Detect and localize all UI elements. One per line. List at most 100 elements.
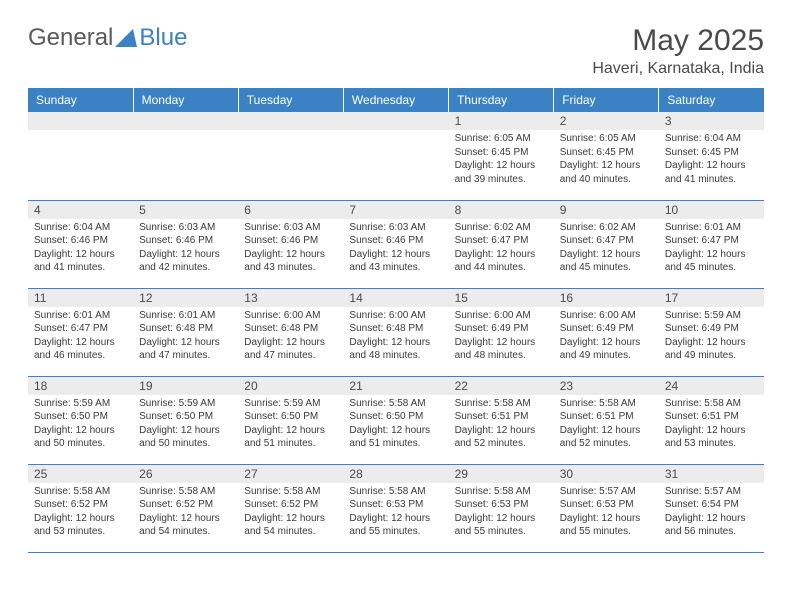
day-number: 28 — [343, 465, 448, 483]
calendar-day-cell: 17Sunrise: 5:59 AMSunset: 6:49 PMDayligh… — [659, 288, 764, 376]
day-number: 30 — [554, 465, 659, 483]
page-title: May 2025 — [592, 24, 764, 58]
day-number: 9 — [554, 201, 659, 219]
day-header: Sunday — [28, 88, 133, 112]
day-details: Sunrise: 5:57 AMSunset: 6:53 PMDaylight:… — [554, 483, 659, 543]
day-details: Sunrise: 6:03 AMSunset: 6:46 PMDaylight:… — [133, 219, 238, 279]
calendar-body: 1Sunrise: 6:05 AMSunset: 6:45 PMDaylight… — [28, 112, 764, 552]
calendar-week-row: 4Sunrise: 6:04 AMSunset: 6:46 PMDaylight… — [28, 200, 764, 288]
day-details-empty — [28, 130, 133, 186]
day-details: Sunrise: 5:58 AMSunset: 6:51 PMDaylight:… — [659, 395, 764, 455]
calendar-day-cell — [238, 112, 343, 200]
day-number: 2 — [554, 112, 659, 130]
day-details: Sunrise: 5:59 AMSunset: 6:49 PMDaylight:… — [659, 307, 764, 367]
day-details: Sunrise: 5:59 AMSunset: 6:50 PMDaylight:… — [238, 395, 343, 455]
title-block: May 2025 Haveri, Karnataka, India — [592, 24, 764, 78]
calendar-day-cell: 23Sunrise: 5:58 AMSunset: 6:51 PMDayligh… — [554, 376, 659, 464]
day-details: Sunrise: 5:58 AMSunset: 6:53 PMDaylight:… — [449, 483, 554, 543]
calendar-day-cell: 12Sunrise: 6:01 AMSunset: 6:48 PMDayligh… — [133, 288, 238, 376]
logo: General Blue — [28, 24, 187, 52]
calendar-day-cell — [343, 112, 448, 200]
calendar-day-cell: 4Sunrise: 6:04 AMSunset: 6:46 PMDaylight… — [28, 200, 133, 288]
day-number: 18 — [28, 377, 133, 395]
day-number: 20 — [238, 377, 343, 395]
calendar-table: SundayMondayTuesdayWednesdayThursdayFrid… — [28, 88, 764, 553]
calendar-day-cell: 28Sunrise: 5:58 AMSunset: 6:53 PMDayligh… — [343, 464, 448, 552]
day-details: Sunrise: 5:58 AMSunset: 6:51 PMDaylight:… — [449, 395, 554, 455]
day-details: Sunrise: 6:04 AMSunset: 6:46 PMDaylight:… — [28, 219, 133, 279]
day-number: 3 — [659, 112, 764, 130]
calendar-week-row: 25Sunrise: 5:58 AMSunset: 6:52 PMDayligh… — [28, 464, 764, 552]
day-header: Tuesday — [238, 88, 343, 112]
day-number: 24 — [659, 377, 764, 395]
calendar-day-cell: 10Sunrise: 6:01 AMSunset: 6:47 PMDayligh… — [659, 200, 764, 288]
day-number-empty — [238, 112, 343, 130]
day-number: 15 — [449, 289, 554, 307]
day-number: 22 — [449, 377, 554, 395]
logo-text-2: Blue — [139, 24, 187, 52]
day-details: Sunrise: 6:05 AMSunset: 6:45 PMDaylight:… — [554, 130, 659, 190]
calendar-day-cell: 14Sunrise: 6:00 AMSunset: 6:48 PMDayligh… — [343, 288, 448, 376]
logo-text-1: General — [28, 24, 113, 52]
calendar-day-cell: 20Sunrise: 5:59 AMSunset: 6:50 PMDayligh… — [238, 376, 343, 464]
day-number: 6 — [238, 201, 343, 219]
day-header: Monday — [133, 88, 238, 112]
day-details: Sunrise: 5:58 AMSunset: 6:52 PMDaylight:… — [133, 483, 238, 543]
calendar-day-cell: 13Sunrise: 6:00 AMSunset: 6:48 PMDayligh… — [238, 288, 343, 376]
day-header: Saturday — [659, 88, 764, 112]
day-number: 19 — [133, 377, 238, 395]
day-header: Friday — [554, 88, 659, 112]
calendar-day-cell: 16Sunrise: 6:00 AMSunset: 6:49 PMDayligh… — [554, 288, 659, 376]
day-number: 21 — [343, 377, 448, 395]
day-number: 26 — [133, 465, 238, 483]
day-details: Sunrise: 6:00 AMSunset: 6:49 PMDaylight:… — [554, 307, 659, 367]
day-number: 27 — [238, 465, 343, 483]
calendar-week-row: 18Sunrise: 5:59 AMSunset: 6:50 PMDayligh… — [28, 376, 764, 464]
page-subtitle: Haveri, Karnataka, India — [592, 60, 764, 78]
day-details: Sunrise: 6:02 AMSunset: 6:47 PMDaylight:… — [554, 219, 659, 279]
day-number: 4 — [28, 201, 133, 219]
calendar-day-cell: 3Sunrise: 6:04 AMSunset: 6:45 PMDaylight… — [659, 112, 764, 200]
day-details: Sunrise: 5:58 AMSunset: 6:53 PMDaylight:… — [343, 483, 448, 543]
day-details: Sunrise: 6:03 AMSunset: 6:46 PMDaylight:… — [343, 219, 448, 279]
calendar-day-cell — [133, 112, 238, 200]
calendar-week-row: 1Sunrise: 6:05 AMSunset: 6:45 PMDaylight… — [28, 112, 764, 200]
day-number: 13 — [238, 289, 343, 307]
calendar-day-cell: 8Sunrise: 6:02 AMSunset: 6:47 PMDaylight… — [449, 200, 554, 288]
day-details: Sunrise: 6:05 AMSunset: 6:45 PMDaylight:… — [449, 130, 554, 190]
day-details: Sunrise: 5:57 AMSunset: 6:54 PMDaylight:… — [659, 483, 764, 543]
day-number: 5 — [133, 201, 238, 219]
day-number: 10 — [659, 201, 764, 219]
calendar-day-cell: 31Sunrise: 5:57 AMSunset: 6:54 PMDayligh… — [659, 464, 764, 552]
day-details: Sunrise: 6:01 AMSunset: 6:47 PMDaylight:… — [28, 307, 133, 367]
page-header: General Blue May 2025 Haveri, Karnataka,… — [28, 24, 764, 78]
day-number: 12 — [133, 289, 238, 307]
calendar-day-cell: 29Sunrise: 5:58 AMSunset: 6:53 PMDayligh… — [449, 464, 554, 552]
day-number: 25 — [28, 465, 133, 483]
day-details: Sunrise: 6:01 AMSunset: 6:48 PMDaylight:… — [133, 307, 238, 367]
day-details: Sunrise: 5:59 AMSunset: 6:50 PMDaylight:… — [133, 395, 238, 455]
logo-triangle-icon — [115, 29, 137, 47]
day-details: Sunrise: 6:02 AMSunset: 6:47 PMDaylight:… — [449, 219, 554, 279]
day-header: Thursday — [449, 88, 554, 112]
calendar-day-cell: 22Sunrise: 5:58 AMSunset: 6:51 PMDayligh… — [449, 376, 554, 464]
day-details: Sunrise: 5:58 AMSunset: 6:51 PMDaylight:… — [554, 395, 659, 455]
day-details: Sunrise: 6:00 AMSunset: 6:48 PMDaylight:… — [343, 307, 448, 367]
day-number: 23 — [554, 377, 659, 395]
calendar-day-cell: 27Sunrise: 5:58 AMSunset: 6:52 PMDayligh… — [238, 464, 343, 552]
day-number: 11 — [28, 289, 133, 307]
day-details: Sunrise: 5:59 AMSunset: 6:50 PMDaylight:… — [28, 395, 133, 455]
day-details: Sunrise: 5:58 AMSunset: 6:52 PMDaylight:… — [28, 483, 133, 543]
day-number: 1 — [449, 112, 554, 130]
calendar-day-cell: 7Sunrise: 6:03 AMSunset: 6:46 PMDaylight… — [343, 200, 448, 288]
day-number: 29 — [449, 465, 554, 483]
day-number: 16 — [554, 289, 659, 307]
calendar-day-cell: 26Sunrise: 5:58 AMSunset: 6:52 PMDayligh… — [133, 464, 238, 552]
calendar-day-cell — [28, 112, 133, 200]
day-header: Wednesday — [343, 88, 448, 112]
calendar-day-cell: 1Sunrise: 6:05 AMSunset: 6:45 PMDaylight… — [449, 112, 554, 200]
calendar-week-row: 11Sunrise: 6:01 AMSunset: 6:47 PMDayligh… — [28, 288, 764, 376]
calendar-day-cell: 24Sunrise: 5:58 AMSunset: 6:51 PMDayligh… — [659, 376, 764, 464]
day-details: Sunrise: 6:00 AMSunset: 6:49 PMDaylight:… — [449, 307, 554, 367]
calendar-day-cell: 19Sunrise: 5:59 AMSunset: 6:50 PMDayligh… — [133, 376, 238, 464]
